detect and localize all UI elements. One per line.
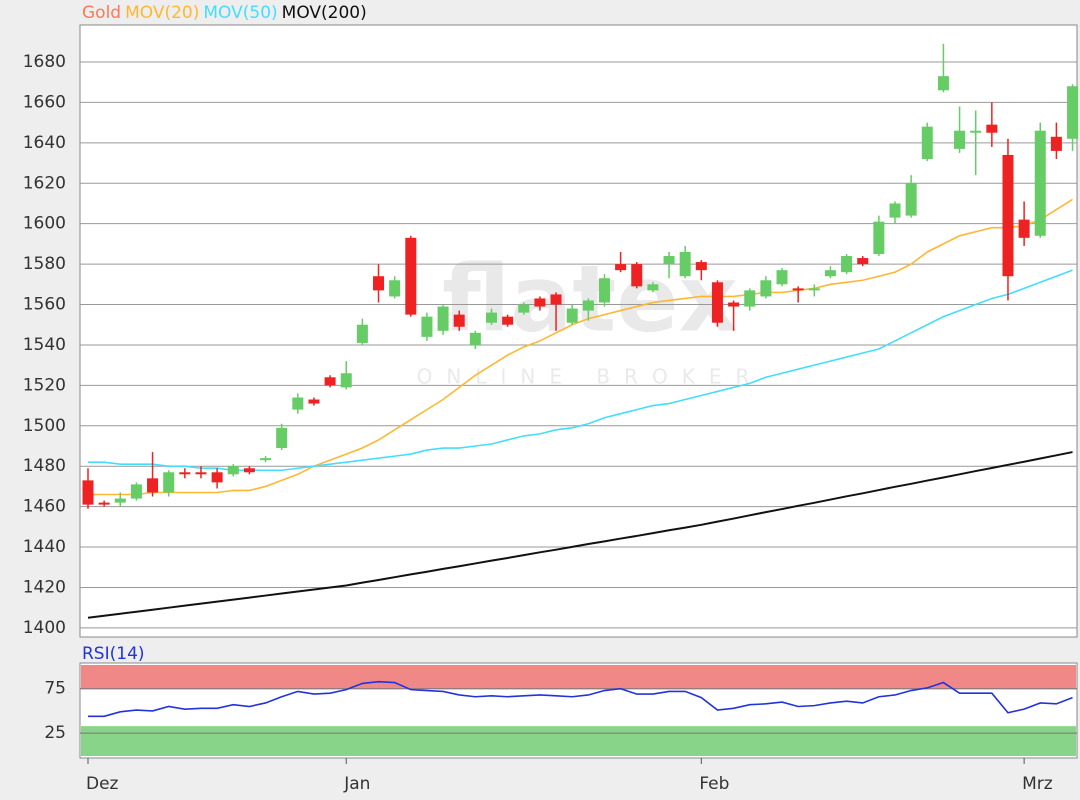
- candle-body: [711, 282, 723, 323]
- panel-label: RSI(14): [82, 644, 145, 664]
- x-tick-label: Jan: [343, 774, 370, 794]
- candle-body: [792, 288, 804, 291]
- candle-body: [744, 290, 756, 307]
- candle-body: [1002, 154, 1014, 277]
- candle-body: [986, 124, 998, 133]
- candle-body: [937, 76, 949, 91]
- candle-body: [954, 130, 966, 149]
- watermark-subtext: ONLINE BROKER: [417, 365, 764, 389]
- candle-body: [405, 237, 417, 315]
- y-tick-label: 75: [44, 679, 66, 699]
- plot-area: [79, 24, 1078, 638]
- y-tick-label: 1560: [23, 295, 66, 315]
- candle-body: [98, 502, 110, 505]
- y-tick-label: 1480: [23, 456, 66, 476]
- candle-body: [760, 280, 772, 297]
- y-tick-label: 1440: [23, 537, 66, 557]
- candle-body: [905, 183, 917, 216]
- candle-body: [453, 314, 465, 327]
- y-tick-label: 1580: [23, 254, 66, 274]
- candle-body: [1018, 219, 1030, 238]
- candle-body: [421, 316, 433, 337]
- legend-entry: MOV(200): [282, 3, 367, 23]
- candle-body: [534, 298, 546, 307]
- candle-body: [324, 377, 336, 386]
- y-tick-label: 1600: [23, 214, 66, 234]
- candle-body: [163, 472, 175, 493]
- candle-body: [631, 264, 643, 287]
- candle-body: [679, 251, 691, 277]
- candle-body: [518, 304, 530, 313]
- candle-body: [82, 480, 94, 505]
- y-tick-label: 1660: [23, 92, 66, 112]
- candle-body: [227, 466, 239, 475]
- line-series: [87, 451, 1073, 619]
- candle-body: [663, 256, 675, 265]
- y-tick-label: 1460: [23, 497, 66, 517]
- legend-entry: MOV(50): [203, 3, 277, 23]
- candle-body: [373, 276, 385, 291]
- candle-body: [437, 306, 449, 331]
- line-series: [88, 680, 1073, 718]
- candle-body: [921, 126, 933, 160]
- candle-body: [114, 498, 126, 503]
- candle-body: [502, 316, 514, 325]
- candle-body: [243, 468, 255, 473]
- x-tick-label: Mrz: [1022, 774, 1053, 794]
- y-tick-label: 1620: [23, 173, 66, 193]
- y-tick-label: 25: [44, 723, 66, 743]
- candle-body: [276, 427, 288, 449]
- candle-body: [292, 397, 304, 410]
- candle-body: [147, 478, 159, 493]
- y-tick-label: 1640: [23, 133, 66, 153]
- x-tick-label: Dez: [86, 774, 119, 794]
- watermark: flatex ONLINE BROKER: [417, 245, 764, 389]
- candle-body: [647, 284, 659, 291]
- candle-body: [808, 288, 820, 291]
- candle-body: [308, 399, 320, 404]
- y-tick-label: 1420: [23, 577, 66, 597]
- x-tick-label: Feb: [699, 774, 729, 794]
- legend-entry: MOV(20): [125, 3, 199, 23]
- overbought-band: [81, 665, 1076, 689]
- candle-body: [1067, 86, 1079, 139]
- y-tick-label: 1520: [23, 375, 66, 395]
- candle-body: [873, 221, 885, 254]
- candle-body: [356, 324, 368, 343]
- candle-body: [469, 332, 481, 345]
- candle-body: [857, 258, 869, 265]
- candle-body: [195, 472, 207, 475]
- candle-body: [970, 130, 982, 133]
- candle-body: [130, 484, 142, 499]
- candle-body: [824, 270, 836, 277]
- candle-body: [841, 256, 853, 273]
- candle-body: [1034, 130, 1046, 236]
- y-tick-label: 1400: [23, 618, 66, 638]
- candle-body: [179, 472, 191, 475]
- candle-body: [211, 472, 223, 483]
- candle-body: [889, 203, 901, 218]
- y-tick-label: 1540: [23, 335, 66, 355]
- candle-body: [598, 278, 610, 303]
- candle-body: [582, 300, 594, 311]
- candle-body: [389, 280, 401, 297]
- watermark-text: flatex: [442, 245, 738, 352]
- y-tick-label: 1680: [23, 52, 66, 72]
- legend-entry: Gold: [82, 3, 121, 23]
- candle-body: [566, 308, 578, 323]
- oversold-band: [81, 726, 1076, 756]
- candle-body: [260, 458, 272, 461]
- line-series: [88, 198, 1073, 496]
- candle-body: [615, 264, 627, 271]
- y-tick-label: 1500: [23, 416, 66, 436]
- candle-body: [1050, 136, 1062, 151]
- candle-body: [340, 373, 352, 388]
- candle-body: [776, 270, 788, 285]
- candle-body: [486, 312, 497, 323]
- candle-body: [695, 262, 707, 271]
- candle-body: [728, 302, 740, 307]
- candle-body: [550, 294, 562, 305]
